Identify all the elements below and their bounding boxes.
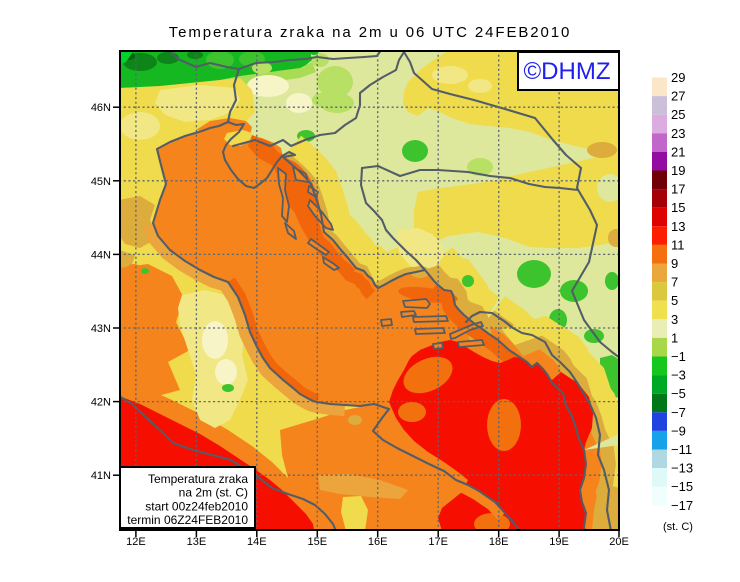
svg-text:−9: −9 [671,423,686,438]
svg-text:16E: 16E [368,536,388,548]
svg-text:−13: −13 [671,461,693,476]
svg-text:23: 23 [671,126,685,141]
svg-text:3: 3 [671,312,678,327]
svg-text:na 2m (st. C): na 2m (st. C) [179,486,248,500]
svg-text:Temperatura zraka na 2m u 06 U: Temperatura zraka na 2m u 06 UTC 24FEB20… [169,24,571,41]
svg-text:21: 21 [671,144,685,159]
svg-text:20E: 20E [609,536,629,548]
svg-text:12E: 12E [126,536,146,548]
svg-text:42N: 42N [91,397,111,409]
svg-text:11: 11 [671,237,685,252]
svg-text:25: 25 [671,107,685,122]
svg-text:7: 7 [671,275,678,290]
svg-text:start 00z24feb2010: start 00z24feb2010 [145,499,248,513]
svg-text:1: 1 [671,330,678,345]
svg-text:−1: −1 [671,349,686,364]
svg-text:43N: 43N [91,323,111,335]
svg-text:41N: 41N [91,470,111,482]
svg-text:15: 15 [671,200,685,215]
svg-text:Temperatura zraka: Temperatura zraka [148,472,248,486]
svg-text:(st. C): (st. C) [663,521,693,533]
svg-text:termin 06Z24FEB2010: termin 06Z24FEB2010 [127,513,248,527]
svg-text:19: 19 [671,163,685,178]
svg-text:−15: −15 [671,479,693,494]
svg-text:44N: 44N [91,249,111,261]
svg-text:15E: 15E [308,536,328,548]
svg-text:−3: −3 [671,368,686,383]
svg-text:−7: −7 [671,405,686,420]
svg-text:13: 13 [671,219,685,234]
svg-text:13E: 13E [187,536,207,548]
svg-text:©DHMZ: ©DHMZ [524,58,611,85]
svg-text:14E: 14E [247,536,267,548]
svg-text:−17: −17 [671,498,693,513]
svg-text:5: 5 [671,293,678,308]
svg-text:17E: 17E [428,536,448,548]
svg-text:29: 29 [671,70,685,85]
svg-text:27: 27 [671,89,685,104]
svg-text:−5: −5 [671,386,686,401]
svg-text:17: 17 [671,182,685,197]
svg-text:−11: −11 [671,442,692,457]
svg-text:18E: 18E [489,536,509,548]
svg-text:19E: 19E [549,536,569,548]
svg-text:45N: 45N [91,176,111,188]
svg-text:9: 9 [671,256,678,271]
svg-text:46N: 46N [91,102,111,114]
